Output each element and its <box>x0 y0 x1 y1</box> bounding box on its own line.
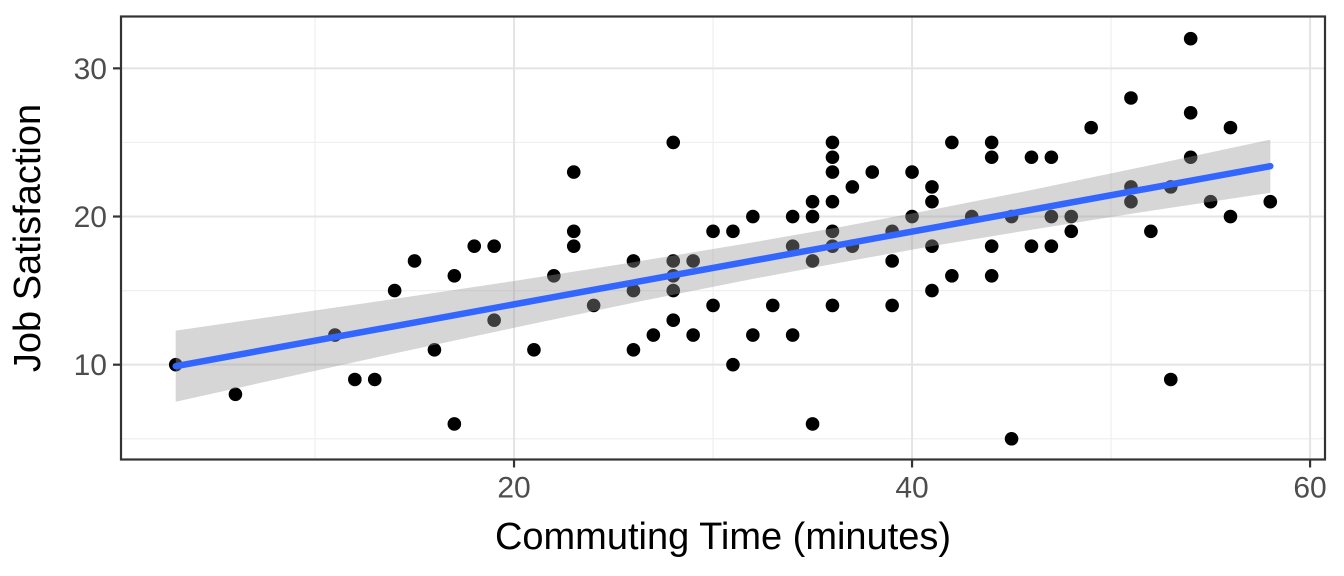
data-point <box>1084 120 1098 135</box>
data-point <box>825 135 840 150</box>
data-point <box>1223 209 1238 224</box>
data-point <box>805 254 820 268</box>
data-point <box>805 209 820 224</box>
data-point <box>367 372 382 387</box>
data-point <box>1183 150 1198 165</box>
regression-line <box>172 162 1274 370</box>
data-point <box>586 298 601 313</box>
x-axis-tick-label: 60 <box>1293 472 1326 505</box>
data-point <box>427 343 442 357</box>
data-point <box>805 417 820 431</box>
data-point <box>666 283 681 298</box>
data-point <box>945 268 959 283</box>
data-point <box>984 135 999 150</box>
data-point <box>1223 120 1238 135</box>
data-point <box>447 268 462 283</box>
data-point <box>726 224 740 239</box>
data-point <box>925 283 939 298</box>
data-point <box>925 194 939 209</box>
data-point <box>1044 150 1059 165</box>
data-point <box>1064 224 1079 239</box>
y-axis-tick-label: 30 <box>74 53 107 86</box>
data-point <box>885 254 899 268</box>
data-point <box>447 417 462 431</box>
data-point <box>785 209 800 224</box>
data-point <box>765 298 780 313</box>
data-point <box>626 283 641 298</box>
data-point <box>746 328 760 342</box>
data-point <box>527 343 541 357</box>
y-axis-tick-label: 20 <box>74 201 107 234</box>
data-point <box>1024 239 1039 253</box>
data-point <box>1203 194 1218 209</box>
data-point <box>885 298 899 313</box>
y-axis-title: Job Satisfaction <box>7 104 49 372</box>
data-point <box>825 194 840 209</box>
data-point <box>706 224 720 239</box>
data-point <box>626 343 641 357</box>
data-point <box>1044 239 1059 253</box>
confidence-band <box>175 139 1271 402</box>
data-point <box>825 298 840 313</box>
data-point <box>686 254 700 268</box>
data-point <box>387 283 402 298</box>
data-point <box>825 150 840 165</box>
data-point <box>228 387 243 402</box>
data-point <box>945 135 959 150</box>
data-point <box>547 268 561 283</box>
data-point <box>348 372 362 387</box>
data-point <box>805 194 820 209</box>
data-point <box>706 298 720 313</box>
data-point <box>1183 31 1198 46</box>
data-point <box>746 209 760 224</box>
data-point <box>1124 91 1138 105</box>
data-point <box>825 224 840 239</box>
plot-panel <box>121 16 1325 460</box>
data-point <box>686 328 700 342</box>
data-point <box>1163 372 1178 387</box>
data-point <box>1024 150 1039 165</box>
data-point <box>487 239 501 253</box>
data-point <box>566 239 581 253</box>
data-point <box>865 165 880 179</box>
data-point <box>984 150 999 165</box>
y-axis-tick-label: 10 <box>74 349 107 382</box>
data-point <box>984 239 999 253</box>
data-point <box>407 254 422 268</box>
data-point <box>666 254 681 268</box>
data-point <box>1004 431 1019 446</box>
x-axis-title: Commuting Time (minutes) <box>495 516 951 558</box>
data-point <box>666 313 681 328</box>
data-point <box>925 180 939 194</box>
data-point <box>925 239 939 253</box>
data-point <box>1124 194 1138 209</box>
data-point <box>566 165 581 179</box>
x-axis-tick-label: 40 <box>895 472 928 505</box>
data-point <box>1144 224 1158 239</box>
data-point <box>666 135 681 150</box>
data-point <box>845 180 860 194</box>
data-point <box>905 209 919 224</box>
data-point <box>726 357 740 372</box>
data-point <box>1064 209 1079 224</box>
data-point <box>785 328 800 342</box>
data-point <box>626 254 641 268</box>
data-point <box>646 328 661 342</box>
data-point <box>1263 194 1278 209</box>
data-point <box>1183 106 1198 120</box>
data-point <box>825 165 840 179</box>
data-point <box>566 224 581 239</box>
data-point <box>487 313 501 328</box>
data-point <box>984 268 999 283</box>
panel-border <box>119 15 1327 461</box>
data-point <box>1044 209 1059 224</box>
data-point <box>905 165 919 179</box>
data-point <box>467 239 482 253</box>
x-axis-tick-label: 20 <box>497 472 530 505</box>
